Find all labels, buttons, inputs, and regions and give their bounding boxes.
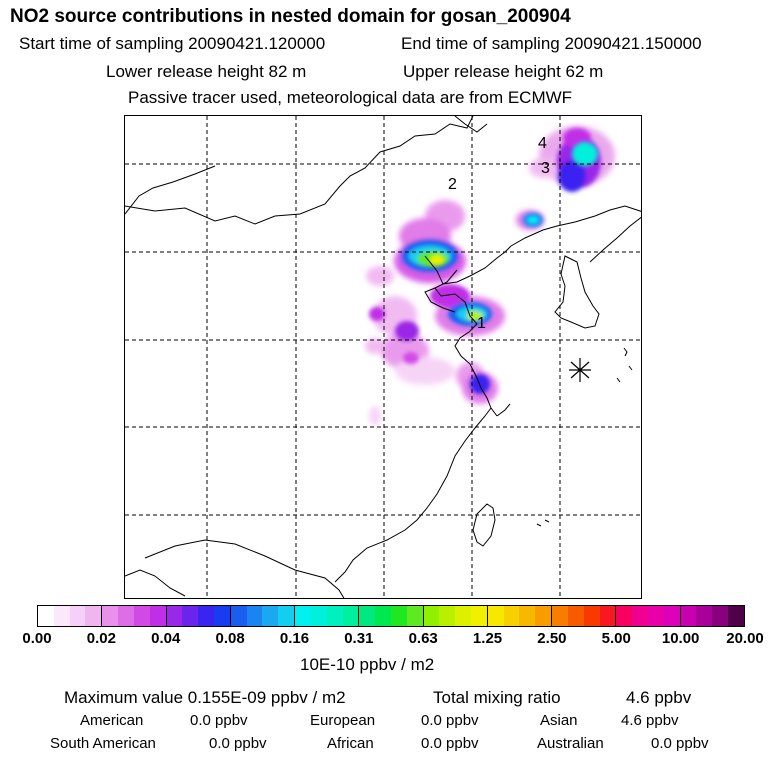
colorbar-segment	[295, 606, 360, 626]
colorbar-swatch	[198, 606, 214, 626]
colorbar	[37, 605, 745, 627]
region-value: 0.0 ppbv	[421, 712, 479, 729]
colorbar-swatch	[728, 606, 744, 626]
region-name: American	[80, 712, 144, 729]
colorbar-segment	[230, 606, 296, 626]
grid-lines	[125, 116, 641, 598]
colorbar-swatch	[133, 606, 150, 626]
colorbar-swatch	[406, 606, 423, 626]
colorbar-swatch	[342, 606, 359, 626]
colorbar-tick-label: 0.63	[408, 630, 438, 647]
colorbar-swatch	[182, 606, 199, 626]
colorbar-tick-label: 0.31	[344, 630, 374, 647]
colorbar-swatch	[423, 606, 440, 626]
colorbar-segment	[423, 606, 488, 626]
colorbar-segment	[38, 606, 103, 626]
colorbar-tick-label: 0.16	[279, 630, 310, 647]
colorbar-swatch	[375, 606, 391, 626]
plot-title: NO2 source contributions in nested domai…	[10, 6, 571, 27]
colorbar-tick-label: 0.02	[86, 630, 116, 647]
source-label-4: 4	[538, 135, 547, 152]
colorbar-segment	[102, 606, 167, 626]
colorbar-swatch	[118, 606, 134, 626]
total-mixing-label: Total mixing ratio	[433, 688, 561, 707]
colorbar-tick-label: 0.00	[22, 630, 52, 647]
region-name: African	[327, 735, 374, 752]
colorbar-swatch	[38, 606, 54, 626]
colorbar-swatch	[278, 606, 295, 626]
colorbar-units: 10E-10 ppbv / m2	[300, 655, 435, 674]
colorbar-tick-label: 2.50	[537, 630, 567, 647]
upper-release-height: Upper release height 62 m	[403, 62, 604, 81]
colorbar-swatch	[648, 606, 664, 626]
colorbar-swatch	[712, 606, 729, 626]
colorbar-swatch	[535, 606, 552, 626]
colorbar-swatch	[455, 606, 472, 626]
colorbar-swatch	[230, 606, 247, 626]
colorbar-swatch	[680, 606, 697, 626]
region-value: 0.0 ppbv	[209, 735, 267, 752]
total-mixing-value: 4.6 ppbv	[626, 688, 692, 707]
colorbar-swatch	[663, 606, 680, 626]
colorbar-tick-label: 10.00	[661, 630, 700, 647]
source-label-1: 1	[477, 315, 486, 332]
colorbar-tick-label: 1.25	[472, 630, 503, 647]
colorbar-swatch	[487, 606, 504, 626]
colorbar-swatch	[166, 606, 183, 626]
colorbar-swatch	[599, 606, 616, 626]
map-panel: 1 2 3 4	[124, 115, 642, 599]
colorbar-tick-label: 0.08	[215, 630, 245, 647]
colorbar-swatch	[390, 606, 407, 626]
colorbar-swatch	[85, 606, 102, 626]
colorbar-swatch	[519, 606, 536, 626]
colorbar-swatch	[552, 606, 568, 626]
colorbar-swatch	[583, 606, 600, 626]
region-name: Australian	[537, 735, 604, 752]
colorbar-swatch	[53, 606, 70, 626]
colorbar-tick-label: 5.00	[601, 630, 631, 647]
colorbar-swatch	[295, 606, 311, 626]
colorbar-segment	[680, 606, 744, 626]
tracer-note: Passive tracer used, meteorological data…	[128, 88, 573, 107]
colorbar-tick-label: 20.00	[726, 630, 764, 647]
colorbar-segment	[166, 606, 231, 626]
maximum-value: Maximum value 0.155E-09 ppbv / m2	[64, 688, 346, 707]
region-value: 0.0 ppbv	[421, 735, 479, 752]
colorbar-swatch	[326, 606, 343, 626]
colorbar-segment	[359, 606, 424, 626]
colorbar-swatch	[262, 606, 279, 626]
colorbar-swatch	[149, 606, 166, 626]
region-value: 0.0 ppbv	[190, 712, 248, 729]
colorbar-swatch	[102, 606, 119, 626]
colorbar-segment	[552, 606, 617, 626]
colorbar-swatch	[567, 606, 584, 626]
colorbar-swatch	[246, 606, 263, 626]
region-name: European	[310, 712, 376, 729]
receptor-asterisk-icon	[569, 358, 591, 382]
colorbar-swatch	[503, 606, 520, 626]
colorbar-swatch	[632, 606, 649, 626]
colorbar-swatch	[69, 606, 86, 626]
map-canvas: 1 2 3 4	[125, 116, 641, 598]
plume-layer	[365, 126, 615, 426]
lower-release-height: Lower release height 82 m	[106, 62, 307, 81]
source-label-2: 2	[448, 176, 457, 193]
colorbar-segment	[616, 606, 681, 626]
colorbar-swatch	[310, 606, 327, 626]
colorbar-swatch	[471, 606, 487, 626]
colorbar-swatch	[439, 606, 456, 626]
colorbar-segment	[487, 606, 553, 626]
region-value: 4.6 ppbv	[621, 712, 679, 729]
colorbar-tick-label: 0.04	[151, 630, 181, 647]
start-time: Start time of sampling 20090421.120000	[19, 34, 326, 53]
colorbar-swatch	[696, 606, 713, 626]
colorbar-swatch	[359, 606, 376, 626]
region-value: 0.0 ppbv	[651, 735, 709, 752]
region-name: South American	[50, 735, 156, 752]
colorbar-swatch	[213, 606, 230, 626]
colorbar-swatch	[616, 606, 633, 626]
region-name: Asian	[540, 712, 578, 729]
end-time: End time of sampling 20090421.150000	[401, 34, 702, 53]
source-label-3: 3	[541, 160, 550, 177]
